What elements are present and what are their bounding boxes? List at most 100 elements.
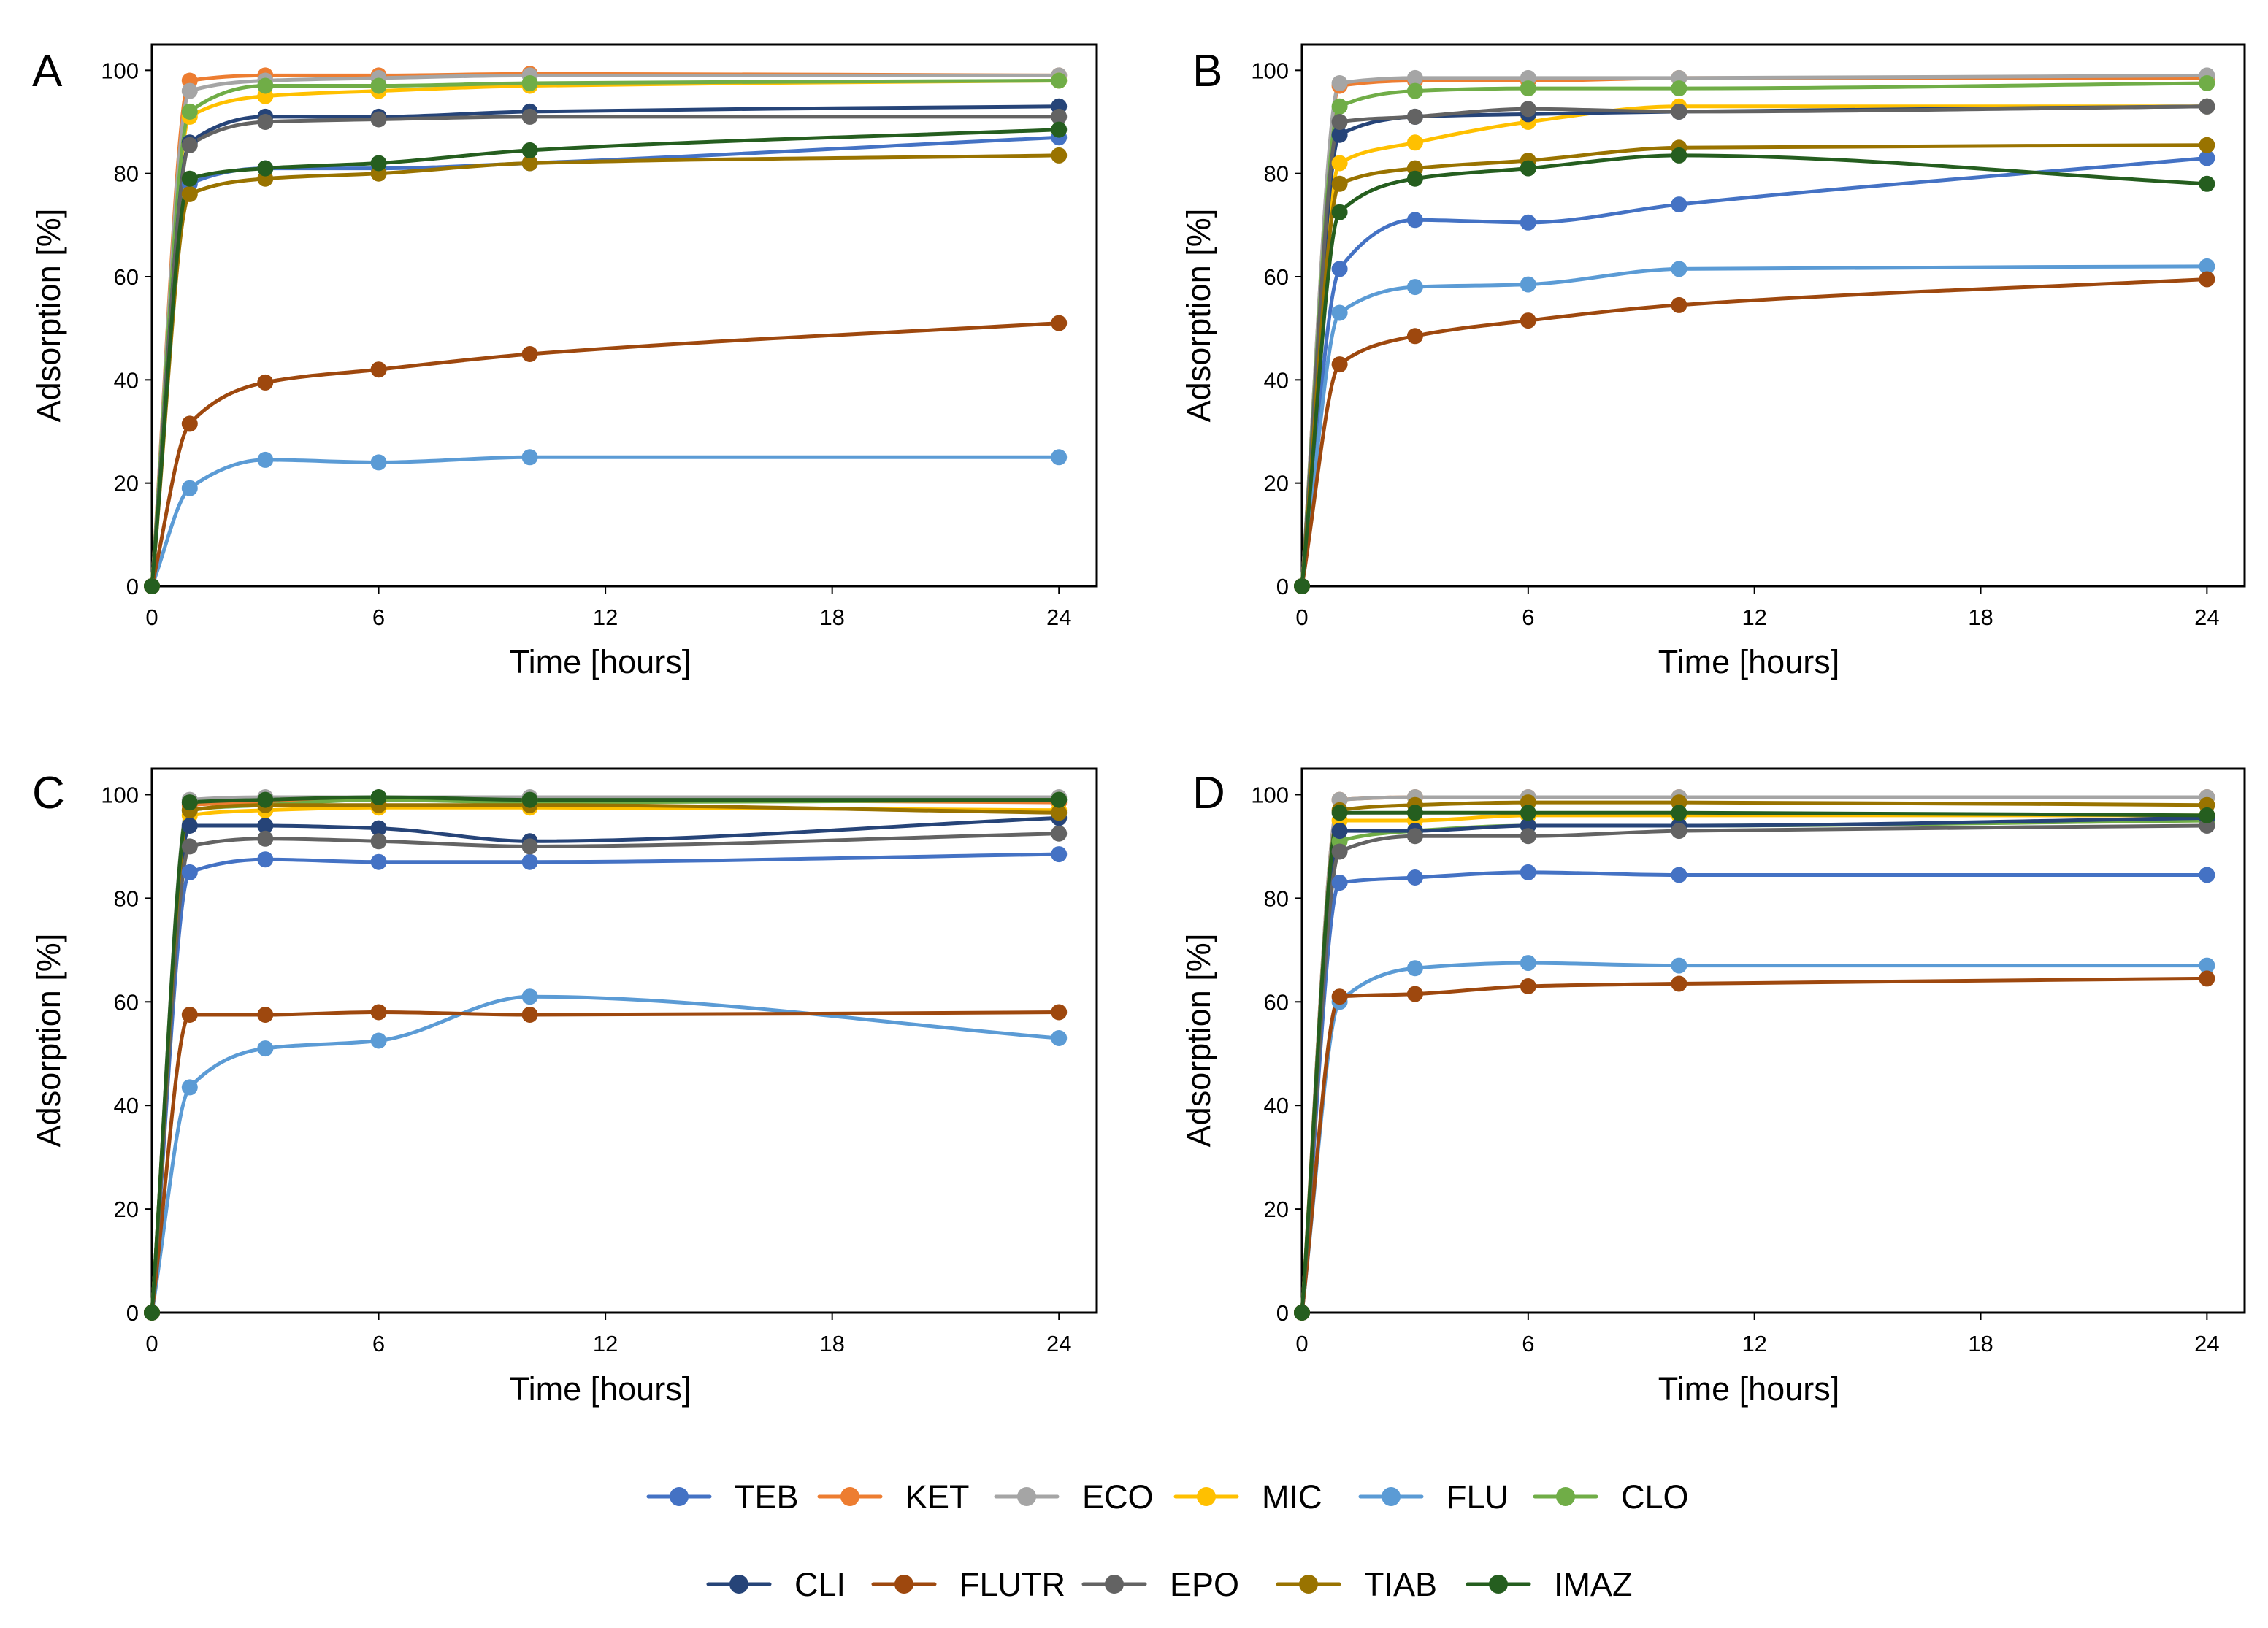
data-point-imaz	[1294, 578, 1310, 594]
data-point-flutr	[1671, 975, 1687, 992]
series-line-flutr	[150, 1010, 1061, 1315]
y-tick-label: 40	[1264, 367, 1289, 393]
x-tick-label: 24	[1046, 604, 1071, 630]
data-point-clo	[1406, 82, 1423, 99]
x-tick-label: 18	[819, 1331, 844, 1356]
series-line-epo	[150, 832, 1061, 1315]
legend-swatch-marker	[729, 1575, 748, 1594]
series-line-imaz	[1300, 153, 2209, 588]
data-point-epo	[2199, 98, 2215, 115]
data-point-mic	[1406, 134, 1423, 151]
data-point-teb	[1406, 212, 1423, 229]
data-point-clo	[1331, 98, 1348, 115]
data-point-imaz	[1331, 204, 1348, 220]
series-lines	[1300, 795, 2209, 1315]
data-point-clo	[181, 103, 198, 120]
data-point-flutr	[1331, 356, 1348, 373]
data-point-flutr	[1406, 328, 1423, 345]
data-point-imaz	[521, 142, 538, 158]
x-axis-title: Time [hours]	[510, 1370, 691, 1408]
series-line-cli	[1300, 104, 2209, 588]
panel-d: D 0 20 40 60 80 100 0 6 12 18 24 Time [hours] Adsorpt…	[1180, 767, 2246, 1408]
panel-a: A 0 20 40 60 80 100 0 6 12 18 24 Time [hours] Adsorpt…	[30, 43, 1098, 680]
data-point-flu	[370, 454, 387, 471]
data-point-imaz	[257, 160, 274, 177]
legend-item-teb: TEB	[646, 1478, 799, 1516]
y-axis-title: Adsorption [%]	[1180, 934, 1217, 1148]
data-point-clo	[521, 75, 538, 91]
series-line-tiab	[150, 803, 1061, 1315]
data-point-flu	[1406, 960, 1423, 977]
data-point-cli	[181, 818, 198, 834]
data-point-flu	[1520, 276, 1536, 293]
legend-item-eco: ECO	[994, 1478, 1154, 1516]
data-point-flu	[1331, 304, 1348, 321]
data-point-imaz	[1520, 160, 1536, 177]
data-point-imaz	[144, 578, 160, 594]
data-point-flu	[1051, 1030, 1068, 1046]
data-point-cli	[1331, 126, 1348, 143]
data-point-flutr	[1051, 1004, 1068, 1021]
y-tick-label: 0	[126, 1300, 139, 1326]
legend-swatch-marker	[1105, 1575, 1124, 1594]
legend-swatch-marker	[1556, 1487, 1575, 1506]
data-point-flu	[181, 1079, 198, 1096]
data-point-imaz	[1051, 791, 1068, 808]
series-lines	[1300, 73, 2209, 588]
y-tick-label: 100	[1251, 782, 1289, 807]
data-point-flutr	[521, 1007, 538, 1023]
legend-item-flutr: FLUTR	[871, 1566, 1065, 1603]
series-line-teb	[1300, 156, 2209, 588]
legend-item-flu: FLU	[1358, 1478, 1509, 1516]
series-line-clo	[150, 79, 1061, 588]
data-point-teb	[1520, 864, 1536, 880]
legend-swatch-marker	[670, 1487, 689, 1506]
x-tick-label: 6	[1522, 1331, 1534, 1356]
series-markers	[144, 66, 1068, 594]
x-tick-label: 24	[1046, 1331, 1071, 1356]
series-line-tiab	[150, 153, 1061, 588]
data-point-epo	[521, 108, 538, 125]
data-point-flu	[370, 1032, 387, 1049]
data-point-flutr	[181, 415, 198, 432]
data-point-imaz	[181, 794, 198, 811]
data-point-teb	[2199, 867, 2215, 883]
legend-swatch-marker	[1382, 1487, 1401, 1506]
y-tick-label: 100	[101, 58, 139, 83]
data-point-flutr	[257, 374, 274, 391]
data-point-tiab	[1051, 147, 1068, 164]
data-point-clo	[2199, 75, 2215, 91]
data-point-imaz	[2199, 807, 2215, 823]
series-line-imaz	[1300, 810, 2209, 1315]
data-point-imaz	[2199, 175, 2215, 192]
series-markers	[1294, 789, 2215, 1321]
series-line-imaz	[150, 795, 1061, 1315]
legend-item-cli: CLI	[706, 1566, 846, 1603]
legend-label: FLU	[1447, 1478, 1509, 1516]
data-point-tiab	[181, 185, 198, 202]
data-point-imaz	[1051, 121, 1068, 138]
data-point-flu	[257, 451, 274, 468]
y-tick-label: 0	[1276, 1300, 1289, 1326]
legend-label: CLO	[1621, 1478, 1689, 1516]
series-line-tiab	[1300, 800, 2209, 1315]
series-line-flu	[150, 455, 1061, 588]
y-tick-label: 20	[1264, 471, 1289, 496]
y-tick-label: 80	[114, 161, 139, 187]
data-point-eco	[1331, 75, 1348, 91]
data-point-epo	[257, 830, 274, 847]
data-point-teb	[1331, 875, 1348, 891]
y-tick-label: 40	[114, 1093, 139, 1118]
data-point-flu	[1671, 957, 1687, 974]
y-axis-title: Adsorption [%]	[1180, 209, 1217, 423]
series-line-ket	[150, 798, 1061, 1315]
series-line-clo	[1300, 81, 2209, 588]
legend-item-clo: CLO	[1533, 1478, 1689, 1516]
series-line-epo	[1300, 823, 2209, 1315]
series-line-eco	[150, 795, 1061, 1315]
data-point-flutr	[370, 1004, 387, 1021]
panel-letter: B	[1192, 46, 1222, 96]
series-line-flu	[150, 994, 1061, 1315]
data-point-flu	[1406, 279, 1423, 296]
